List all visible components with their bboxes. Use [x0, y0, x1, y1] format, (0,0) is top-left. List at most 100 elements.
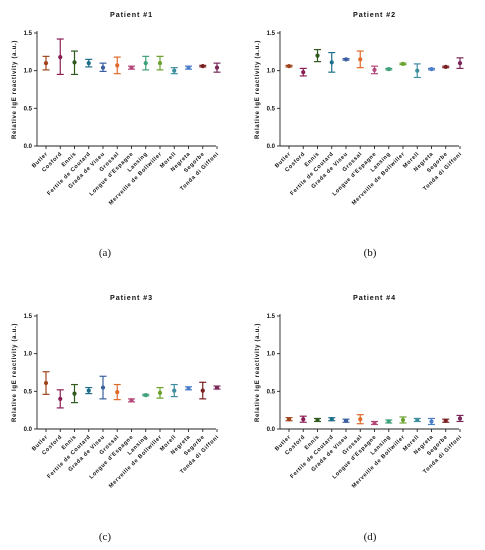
- mean-marker: [172, 68, 177, 73]
- mean-marker: [172, 388, 177, 393]
- data-point-tonda-di-giffoni: [456, 57, 464, 70]
- mean-marker: [157, 61, 163, 66]
- mean-marker: [286, 64, 292, 69]
- data-point-ennis: [314, 417, 321, 423]
- data-point-morell: [413, 417, 421, 423]
- panel-caption: (d): [364, 531, 377, 543]
- data-point-negreta: [185, 65, 192, 70]
- y-tick-label: 1.0: [267, 69, 276, 75]
- mean-marker: [286, 417, 292, 422]
- data-point-lansing: [142, 55, 150, 71]
- data-point-ennis: [71, 50, 78, 76]
- mean-marker: [372, 420, 377, 426]
- y-axis-label: Relative IgE reactivity (a.u.): [255, 323, 261, 422]
- data-point-merveille-de-bollwiller: [399, 416, 407, 424]
- mean-marker: [58, 55, 63, 60]
- chart-panel-2: Patient #2 0.0 0.5 1.0 1.5 Relative IgE react…: [255, 10, 464, 207]
- y-tick-label: 1.0: [267, 352, 276, 358]
- mean-marker: [100, 385, 106, 390]
- data-point-fertile-de-coutard: [328, 51, 336, 73]
- mean-marker: [143, 393, 148, 398]
- data-point-fertile-de-coutard: [85, 386, 93, 395]
- mean-marker: [429, 67, 434, 72]
- data-point-merveille-de-bollwiller: [156, 55, 164, 71]
- data-point-tonda-di-giffoni: [213, 62, 221, 73]
- mean-marker: [443, 64, 448, 69]
- data-point-longue-d-espagne: [128, 65, 135, 70]
- data-point-lansing: [385, 419, 393, 424]
- data-point-grada-de-viseu: [342, 418, 350, 423]
- chart-panel-1: Patient #1 0.0 0.5 1.0 1.5 Relative IgE react…: [12, 10, 221, 207]
- data-point-grada-de-viseu: [342, 57, 350, 62]
- data-point-merveille-de-bollwiller: [156, 386, 164, 399]
- mean-marker: [129, 398, 134, 403]
- data-point-longue-d-espagne: [128, 398, 135, 403]
- chart-title: Patient #3: [110, 293, 153, 302]
- data-point-morell: [170, 383, 178, 398]
- y-tick-label: 1.5: [267, 314, 276, 320]
- mean-marker: [443, 418, 448, 423]
- mean-marker: [457, 416, 463, 421]
- data-point-grossal: [356, 414, 364, 425]
- mean-marker: [200, 64, 205, 69]
- panel-caption: (a): [99, 247, 112, 259]
- mean-marker: [72, 391, 77, 396]
- data-point-tonda-di-giffoni: [456, 414, 464, 423]
- data-point-segorbe: [442, 64, 450, 69]
- y-tick-label: 0.0: [267, 427, 276, 433]
- chart-panel-4: Patient #4 0.0 0.5 1.0 1.5 Relative IgE react…: [255, 293, 464, 490]
- mean-marker: [329, 417, 334, 422]
- y-tick-label: 0.5: [24, 106, 33, 112]
- data-point-segorbe: [442, 418, 450, 423]
- mean-marker: [86, 61, 91, 66]
- data-point-butler: [42, 371, 50, 395]
- mean-marker: [86, 388, 91, 393]
- mean-marker: [343, 57, 349, 62]
- data-point-tonda-di-giffoni: [213, 385, 221, 390]
- data-point-cosford: [299, 415, 307, 423]
- mean-marker: [429, 419, 434, 424]
- mean-marker: [400, 417, 406, 423]
- y-tick-label: 0.5: [267, 106, 276, 112]
- mean-marker: [301, 70, 306, 75]
- data-point-butler: [285, 417, 293, 422]
- mean-marker: [415, 68, 420, 73]
- mean-marker: [400, 61, 406, 66]
- data-point-negreta: [185, 386, 192, 391]
- mean-marker: [72, 60, 77, 65]
- data-point-longue-d-espagne: [371, 65, 378, 75]
- mean-marker: [143, 61, 148, 66]
- y-tick-label: 0.0: [24, 427, 33, 433]
- mean-marker: [358, 57, 363, 62]
- y-tick-label: 1.0: [24, 69, 33, 75]
- mean-marker: [115, 63, 120, 68]
- chart-panel-3: Patient #3 0.0 0.5 1.0 1.5 Relative IgE react…: [12, 293, 221, 490]
- mean-marker: [58, 396, 63, 401]
- y-tick-label: 0.0: [267, 144, 276, 150]
- data-point-grada-de-viseu: [99, 62, 107, 73]
- data-point-cosford: [56, 38, 64, 76]
- mean-marker: [43, 380, 49, 386]
- data-point-cosford: [299, 67, 307, 77]
- data-point-fertile-de-coutard: [85, 58, 93, 68]
- chart-title: Patient #4: [353, 293, 396, 302]
- mean-marker: [43, 61, 49, 66]
- mean-marker: [100, 65, 106, 70]
- mean-marker: [415, 417, 420, 423]
- data-point-negreta: [428, 417, 435, 426]
- data-point-grossal: [113, 56, 121, 75]
- y-tick-label: 1.0: [24, 352, 33, 358]
- mean-marker: [329, 60, 334, 65]
- chart-title: Patient #2: [353, 10, 396, 19]
- y-tick-label: 1.5: [24, 31, 33, 37]
- panel-caption: (c): [99, 531, 112, 543]
- y-tick-label: 0.5: [24, 389, 33, 395]
- mean-marker: [115, 389, 120, 395]
- data-point-grossal: [356, 50, 364, 69]
- mean-marker: [315, 53, 320, 58]
- mean-marker: [186, 65, 191, 70]
- data-point-lansing: [142, 393, 150, 398]
- mean-marker: [386, 67, 391, 72]
- data-point-grossal: [113, 383, 121, 401]
